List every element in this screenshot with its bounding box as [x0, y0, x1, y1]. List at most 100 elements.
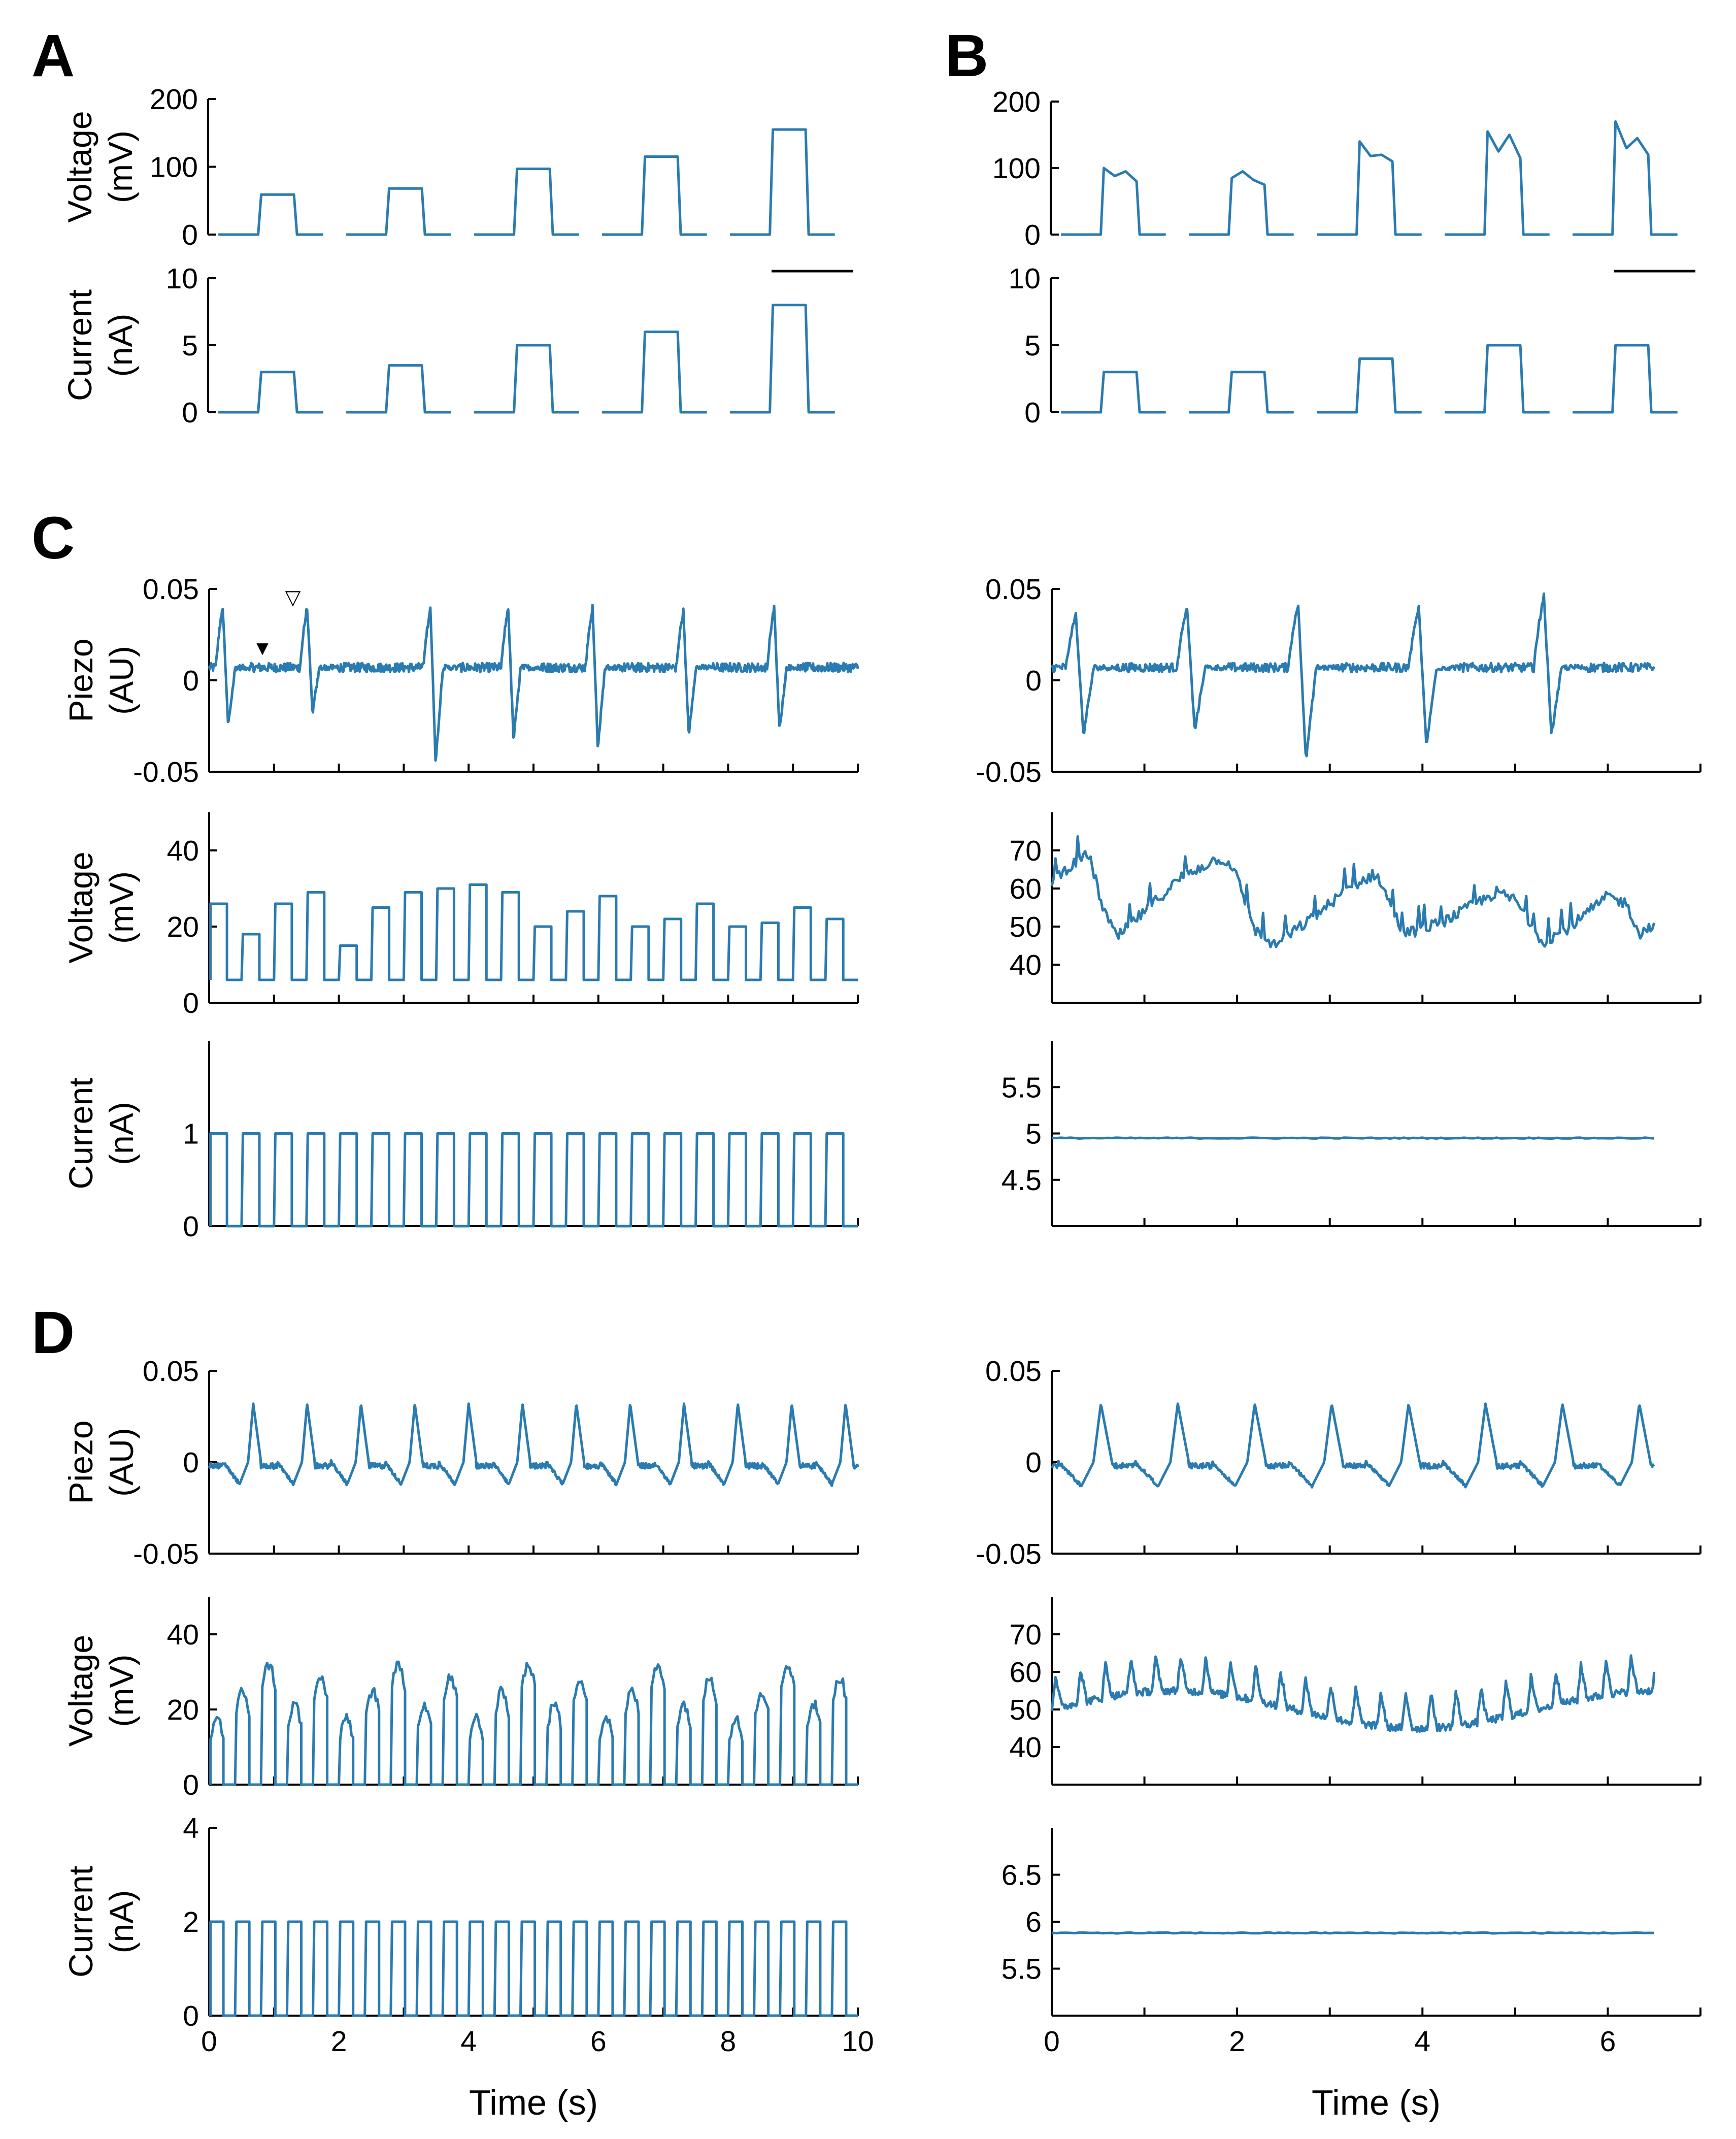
- voltage-trace: [1050, 1654, 1656, 1733]
- step-trace: [602, 331, 707, 414]
- y-tick-label: 2: [183, 1906, 199, 1938]
- x-tick-label: 8: [720, 2025, 737, 2058]
- y-tick-label: 10: [166, 262, 198, 295]
- step-trace: [730, 128, 835, 236]
- y-tick-label: 50: [1010, 911, 1042, 943]
- chart-B-voltage: 0 100 200: [992, 86, 1695, 273]
- y-tick-label: 40: [1010, 949, 1042, 981]
- y-tick-label: 100: [150, 151, 198, 184]
- y-tick-label: 0: [182, 397, 198, 429]
- y-tick-label: 10: [1009, 262, 1041, 295]
- y-tick-label: 0: [183, 1446, 199, 1479]
- step-trace: [1317, 140, 1422, 236]
- y-tick-label: 5: [182, 330, 198, 362]
- pulse-trace: [209, 1132, 858, 1228]
- y-axis-unit: (AU): [103, 646, 140, 715]
- y-tick-label: 5.5: [1001, 1953, 1042, 1986]
- x-tick-label: 6: [590, 2025, 607, 2058]
- y-tick-label: 70: [1010, 1619, 1042, 1651]
- y-tick-label: 0.05: [985, 1355, 1042, 1388]
- y-tick-label: -0.05: [133, 1538, 199, 1570]
- y-tick-label: -0.05: [976, 1538, 1042, 1570]
- panel-label-d: D: [31, 1299, 75, 1366]
- y-axis-label: Current: [62, 1866, 99, 1978]
- y-tick-label: 40: [1010, 1731, 1042, 1764]
- y-tick-label: 0: [183, 1210, 199, 1243]
- step-trace: [218, 371, 323, 414]
- panel-label-a: A: [31, 22, 75, 89]
- y-axis-unit: (mV): [103, 1655, 140, 1727]
- current-trace: [1051, 1136, 1654, 1140]
- chart-D-left-piezo: -0.05 0 0.05 Piezo (AU): [62, 1355, 859, 1570]
- y-tick-label: 200: [992, 86, 1041, 118]
- y-tick-label: 0.05: [985, 573, 1042, 606]
- y-axis-label: Voltage: [62, 1635, 99, 1747]
- chart-D-left-voltage: 0 20 40 Voltage (mV): [62, 1597, 859, 1801]
- y-tick-label: 0: [183, 665, 199, 697]
- step-trace: [730, 304, 835, 414]
- y-tick-label: 0: [1024, 397, 1041, 429]
- y-tick-label: 0: [1025, 1446, 1042, 1479]
- voltage-trace: [1050, 835, 1656, 948]
- chart-A-voltage: 0 100 200 Voltage (mV): [61, 83, 853, 273]
- piezo-trace: [208, 604, 859, 762]
- y-tick-label: 0: [183, 987, 199, 1019]
- y-axis-label: Voltage: [62, 851, 99, 963]
- y-tick-label: 0: [1024, 219, 1041, 251]
- open-arrowhead-icon: ▽: [285, 586, 301, 609]
- step-trace: [1573, 344, 1678, 414]
- step-trace: [1317, 357, 1422, 414]
- y-axis-label: Current: [62, 1077, 99, 1189]
- y-axis-unit: (mV): [103, 871, 140, 944]
- step-trace: [474, 168, 579, 236]
- y-tick-label: 20: [167, 1694, 199, 1726]
- y-tick-label: 5: [1025, 1118, 1042, 1150]
- y-tick-label: -0.05: [976, 756, 1042, 788]
- y-tick-label: 60: [1010, 1656, 1042, 1689]
- y-axis-unit: (nA): [103, 1890, 140, 1954]
- step-trace: [1061, 167, 1166, 236]
- y-axis-unit: (nA): [102, 314, 139, 377]
- y-tick-label: 50: [1010, 1694, 1042, 1726]
- y-axis-label: Voltage: [61, 111, 98, 222]
- x-tick-label: 10: [842, 2025, 874, 2058]
- x-axis-label: Time (s): [1312, 2083, 1441, 2122]
- chart-D-right-voltage: 40 50 60 70: [1010, 1597, 1701, 1786]
- y-tick-label: 5: [1024, 330, 1041, 362]
- chart-D-right-piezo: -0.05 0 0.05: [976, 1355, 1701, 1570]
- y-tick-label: 200: [150, 83, 198, 116]
- y-axis-label: Piezo: [62, 1420, 99, 1504]
- pulse-trace: [209, 883, 858, 981]
- y-tick-label: 0.05: [143, 1355, 199, 1388]
- y-axis-label: Current: [61, 289, 98, 401]
- chart-C-right-piezo: -0.05 0 0.05: [976, 573, 1701, 788]
- x-tick-label: 0: [1044, 2025, 1060, 2058]
- current-trace: [1051, 1931, 1654, 1935]
- pulse-trace: [209, 1920, 858, 2017]
- piezo-trace: [1050, 592, 1656, 758]
- step-trace: [346, 187, 451, 236]
- y-axis-unit: (AU): [103, 1428, 140, 1497]
- step-trace: [1445, 344, 1550, 414]
- step-trace: [602, 155, 707, 236]
- step-trace: [1189, 170, 1294, 236]
- step-trace: [1445, 130, 1550, 236]
- chart-C-left-current: 0 1 Current (nA): [62, 1041, 859, 1243]
- chart-C-right-voltage: 40 50 60 70: [1010, 812, 1701, 1004]
- y-tick-label: 20: [167, 911, 199, 943]
- x-tick-label: 0: [201, 2025, 217, 2058]
- y-tick-label: 40: [167, 835, 199, 867]
- y-tick-label: 100: [992, 152, 1041, 185]
- y-axis-unit: (nA): [103, 1102, 140, 1165]
- y-tick-label: 1: [183, 1118, 199, 1150]
- y-tick-label: 0: [183, 1769, 199, 1801]
- y-tick-label: 40: [167, 1619, 199, 1651]
- y-tick-label: 0.05: [143, 573, 199, 606]
- chart-C-right-current: 4.5 5 5.5: [1001, 1041, 1701, 1227]
- chart-C-left-voltage: 0 20 40 Voltage (mV): [62, 812, 859, 1019]
- step-trace: [218, 193, 323, 236]
- y-tick-label: 0: [182, 219, 198, 251]
- piezo-trace: [208, 1402, 859, 1487]
- chart-D-right-current: 5.5 6 6.5 0 2 4 6 Time (s): [1001, 1828, 1701, 2122]
